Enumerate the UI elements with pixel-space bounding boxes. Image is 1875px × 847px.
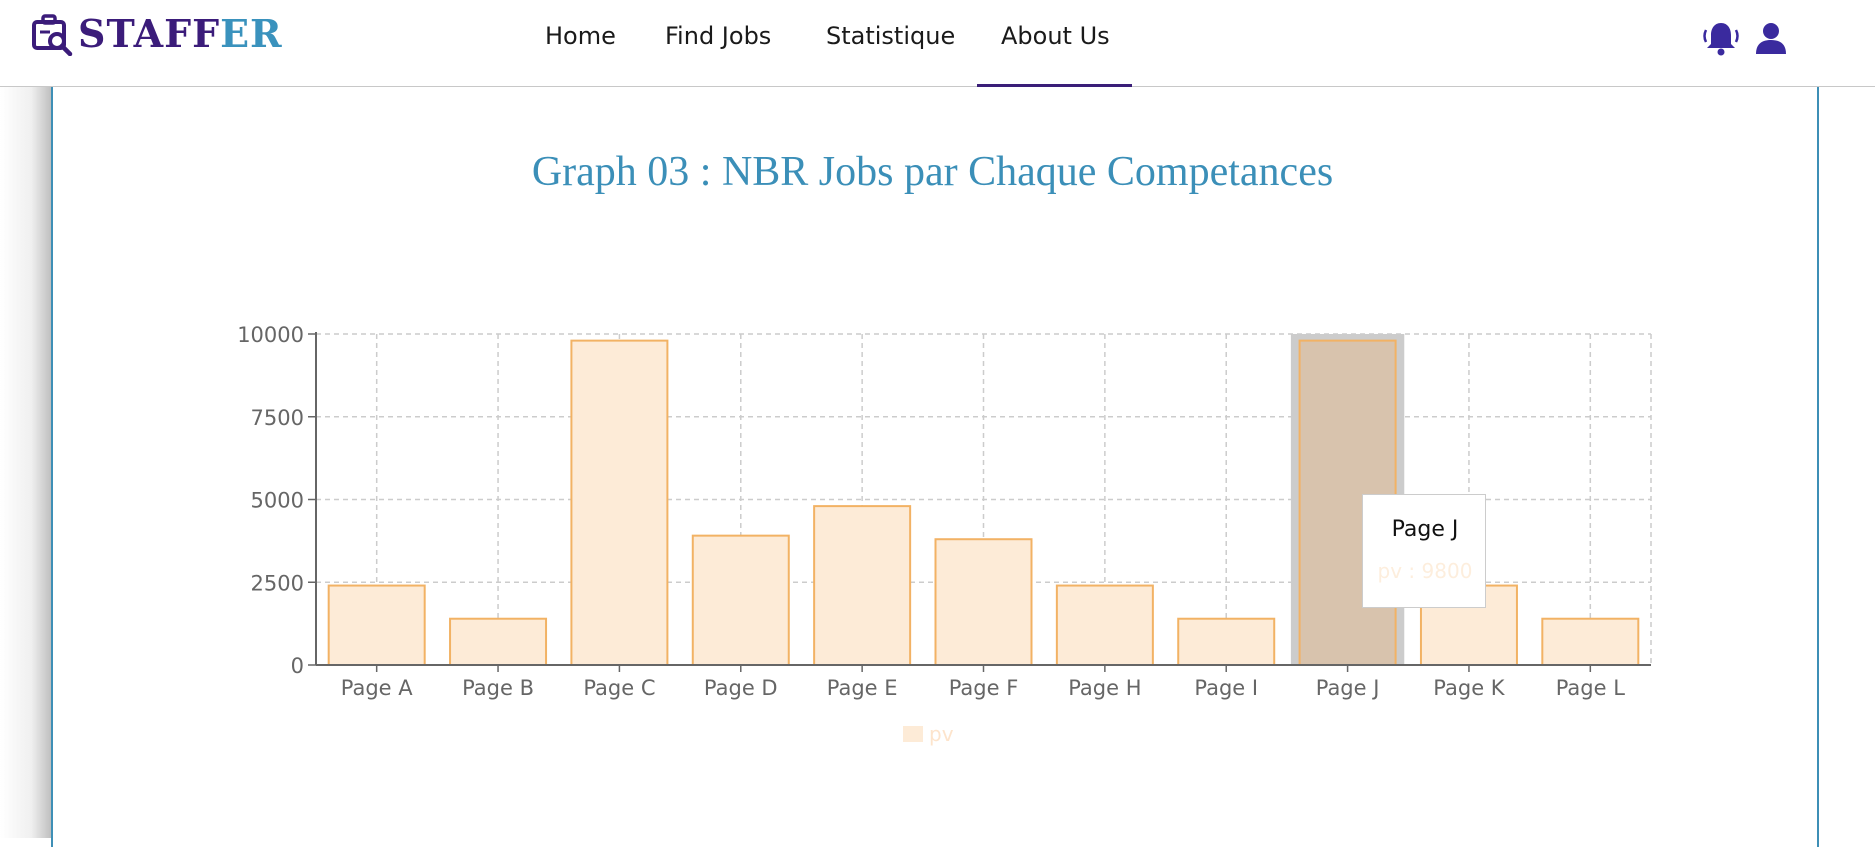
y-tick-label: 7500 [251, 406, 304, 430]
y-tick-label: 5000 [251, 489, 304, 513]
x-tick-label: Page I [1194, 676, 1258, 700]
page-shadow [0, 87, 52, 838]
active-nav-indicator [977, 84, 1132, 87]
brand-name: STAFFER [78, 14, 283, 54]
legend-swatch [903, 726, 923, 742]
y-tick-label: 10000 [237, 323, 304, 347]
content-panel [51, 87, 1819, 847]
nav-statistique[interactable]: Statistique [826, 22, 956, 50]
x-tick-label: Page E [827, 676, 898, 700]
bar-page-h [1055, 584, 1154, 666]
x-tick-label: Page F [949, 676, 1019, 700]
job-search-icon [32, 14, 73, 56]
bar-page-i [1177, 617, 1276, 666]
top-navbar: STAFFER Home Find Jobs Statistique About… [0, 0, 1875, 87]
bar-page-d [691, 534, 790, 666]
user-icon[interactable] [1750, 18, 1792, 60]
tooltip-value: pv : 9800 [1377, 559, 1473, 583]
bell-icon[interactable] [1700, 18, 1742, 60]
bar-page-b [449, 617, 548, 666]
x-tick-label: Page L [1556, 676, 1626, 700]
x-tick-label: Page J [1316, 676, 1380, 700]
brand-name-part2: ER [220, 11, 283, 56]
nav-home[interactable]: Home [545, 22, 616, 50]
nav-about-us[interactable]: About Us [1001, 22, 1110, 50]
chart-legend[interactable]: pv [903, 722, 954, 746]
bar-page-a [327, 584, 426, 666]
y-tick-label: 2500 [251, 571, 304, 595]
bar-page-e [813, 505, 912, 666]
nav-icons [1700, 18, 1792, 60]
bar-page-l [1541, 617, 1640, 666]
bar-page-f [934, 538, 1033, 666]
brand-name-part1: STAFF [78, 11, 221, 56]
y-tick-label: 0 [291, 654, 304, 678]
x-tick-label: Page K [1433, 676, 1506, 700]
brand-logo[interactable]: STAFFER [30, 12, 283, 56]
legend-label: pv [929, 722, 954, 746]
x-tick-label: Page B [462, 676, 534, 700]
x-tick-label: Page C [583, 676, 655, 700]
chart-tooltip: Page J pv : 9800 [1362, 494, 1486, 608]
bar-page-c [570, 339, 669, 666]
x-tick-label: Page A [341, 676, 414, 700]
tooltip-label: Page J [1391, 517, 1459, 542]
graph-title: Graph 03 : NBR Jobs par Chaque Competanc… [531, 149, 1334, 195]
x-tick-label: Page D [704, 676, 778, 700]
nav-find-jobs[interactable]: Find Jobs [665, 22, 772, 50]
x-tick-label: Page H [1068, 676, 1141, 700]
